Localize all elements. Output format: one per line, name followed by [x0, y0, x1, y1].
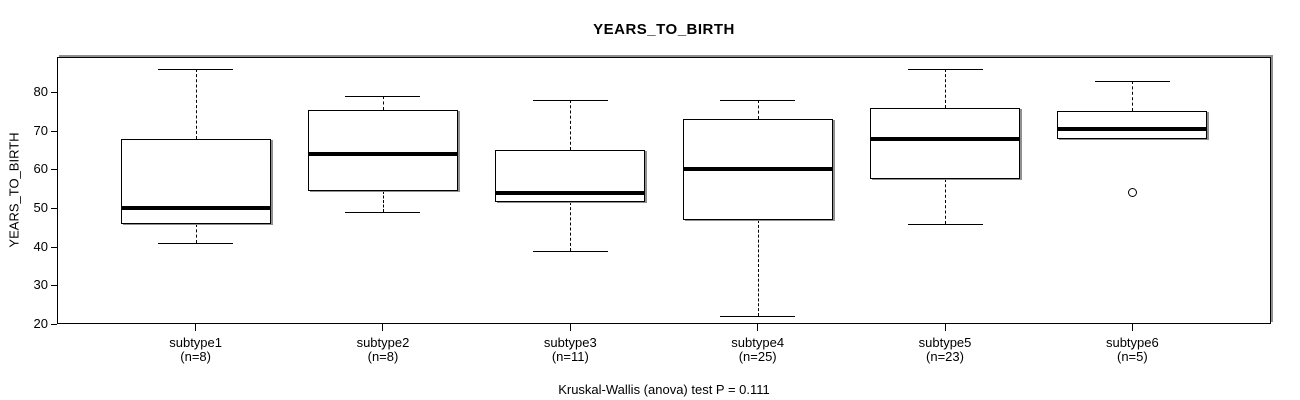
y-tick-mark — [51, 130, 57, 132]
x-group-label: subtype1 (n=8) — [116, 336, 276, 364]
median-line — [870, 136, 1021, 141]
group-n-label: (n=8) — [180, 349, 211, 364]
x-group-label: subtype3 (n=11) — [490, 336, 650, 364]
group-name-label: subtype2 — [356, 335, 410, 350]
x-group-label: subtype2 (n=8) — [303, 336, 463, 364]
y-tick-mark — [51, 285, 57, 287]
group-n-label: (n=11) — [551, 349, 589, 364]
x-tick-mark — [382, 324, 384, 331]
group-n-label: (n=25) — [738, 349, 777, 364]
chart-title: YEARS_TO_BIRTH — [593, 21, 735, 38]
y-axis-label: YEARS_TO_BIRTH — [6, 132, 22, 248]
whisker-lower-cap — [158, 242, 234, 244]
group-n-label: (n=8) — [367, 349, 399, 364]
whisker-upper-line — [1132, 80, 1134, 112]
group-n-label: (n=23) — [926, 349, 964, 364]
whisker-upper-cap — [158, 68, 234, 70]
whisker-lower-cap — [907, 223, 983, 225]
whisker-lower-line — [757, 219, 759, 317]
whisker-lower-cap — [345, 211, 421, 213]
whisker-upper-cap — [532, 99, 608, 101]
median-line — [120, 206, 271, 211]
whisker-lower-line — [195, 223, 197, 243]
y-tick-label: 40 — [33, 238, 48, 254]
group-name-label: subtype5 — [918, 335, 972, 350]
whisker-lower-line — [570, 202, 572, 251]
median-line — [307, 151, 458, 156]
whisker-upper-line — [195, 68, 197, 139]
x-tick-mark — [195, 324, 197, 331]
whisker-lower-line — [945, 179, 947, 224]
x-tick-mark — [944, 324, 946, 331]
x-tick-mark — [1131, 324, 1133, 331]
whisker-upper-cap — [1094, 80, 1170, 82]
whisker-upper-line — [757, 99, 759, 120]
whisker-lower-cap — [720, 316, 796, 318]
whisker-upper-line — [570, 99, 572, 151]
x-group-label: subtype4 (n=25) — [678, 336, 838, 364]
x-tick-mark — [757, 324, 759, 331]
median-line — [495, 190, 646, 195]
y-tick-mark — [51, 208, 57, 210]
group-name-label: subtype1 — [169, 335, 222, 350]
y-tick-label: 50 — [33, 200, 48, 216]
group-n-label: (n=5) — [1117, 349, 1148, 364]
y-tick-mark — [51, 246, 57, 248]
whisker-lower-cap — [532, 250, 608, 252]
outlier-point — [1127, 188, 1137, 198]
y-tick-label: 70 — [33, 122, 48, 138]
group-name-label: subtype6 — [1105, 335, 1159, 350]
y-tick-label: 20 — [33, 316, 48, 331]
whisker-upper-cap — [345, 96, 421, 98]
x-tick-mark — [569, 324, 571, 331]
y-tick-mark — [51, 169, 57, 171]
whisker-lower-line — [382, 190, 384, 212]
group-name-label: subtype3 — [543, 335, 597, 350]
y-tick-label: 30 — [33, 277, 48, 293]
stat-test-caption: Kruskal-Wallis (anova) test P = 0.111 — [558, 382, 770, 397]
iqr-box — [1057, 111, 1208, 139]
iqr-box — [307, 109, 458, 191]
whisker-upper-line — [382, 96, 384, 110]
x-group-label: subtype6 (n=5) — [1052, 336, 1212, 364]
y-tick-label: 60 — [33, 161, 48, 177]
iqr-box — [120, 138, 271, 224]
whisker-upper-line — [945, 68, 947, 108]
group-name-label: subtype4 — [731, 335, 785, 350]
iqr-box — [870, 107, 1021, 180]
y-tick-label: 80 — [33, 84, 48, 100]
x-group-label: subtype5 (n=23) — [865, 336, 1025, 364]
y-tick-mark — [51, 324, 57, 325]
y-tick-mark — [51, 92, 57, 94]
median-line — [682, 167, 833, 172]
median-line — [1057, 126, 1208, 131]
whisker-upper-cap — [907, 68, 983, 70]
whisker-upper-cap — [720, 99, 796, 101]
